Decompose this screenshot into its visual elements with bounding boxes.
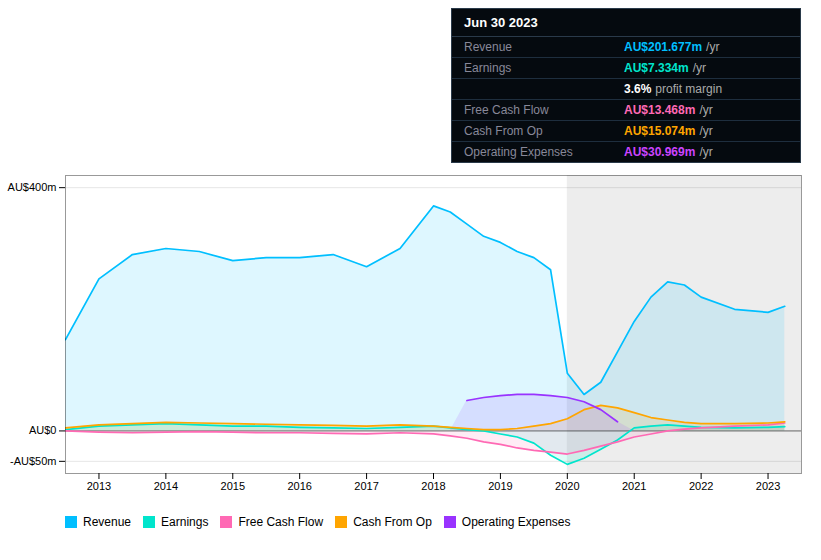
html-text:Jun 30 2023: Jun 30 2023 [464, 15, 538, 30]
html-text:Operating Expenses: Operating Expenses [464, 145, 573, 159]
html-text:AU$13.468m /yr: AU$13.468m /yr [624, 103, 713, 117]
svg-text:2016: 2016 [287, 480, 311, 492]
svg-text:AU$0: AU$0 [29, 424, 57, 436]
svg-text:2021: 2021 [622, 480, 646, 492]
html-text:Free Cash Flow: Free Cash Flow [238, 514, 324, 529]
svg-text:2017: 2017 [354, 480, 378, 492]
html-text:Operating Expenses: Operating Expenses [461, 514, 571, 529]
svg-text:2022: 2022 [689, 480, 713, 492]
svg-text:2018: 2018 [421, 480, 445, 492]
html-text:Free Cash Flow: Free Cash Flow [464, 103, 549, 117]
html-text:AU$201.677m /yr: AU$201.677m /yr [624, 40, 720, 54]
svg-text:2023: 2023 [756, 480, 780, 492]
html-text:Earnings: Earnings [464, 61, 512, 75]
svg-text:2020: 2020 [555, 480, 579, 492]
html-text:Revenue: Revenue [464, 40, 512, 54]
html-text:Cash From Op: Cash From Op [353, 514, 432, 529]
html-text:AU$15.074m /yr: AU$15.074m /yr [624, 124, 713, 138]
html-text:AU$7.334m /yr: AU$7.334m /yr [624, 61, 707, 75]
html-text:Earnings: Earnings [161, 514, 209, 529]
html-text:Cash From Op: Cash From Op [464, 124, 543, 138]
html-text:Revenue: Revenue [83, 514, 131, 529]
svg-text:2015: 2015 [221, 480, 245, 492]
svg-text:2014: 2014 [154, 480, 178, 492]
svg-text:2013: 2013 [87, 480, 111, 492]
svg-text:2019: 2019 [488, 480, 512, 492]
html-text:3.6% profit margin: 3.6% profit margin [624, 82, 723, 96]
html-text:AU$30.969m /yr: AU$30.969m /yr [624, 145, 713, 159]
svg-text:AU$400m: AU$400m [8, 181, 57, 193]
svg-text:-AU$50m: -AU$50m [10, 455, 56, 467]
